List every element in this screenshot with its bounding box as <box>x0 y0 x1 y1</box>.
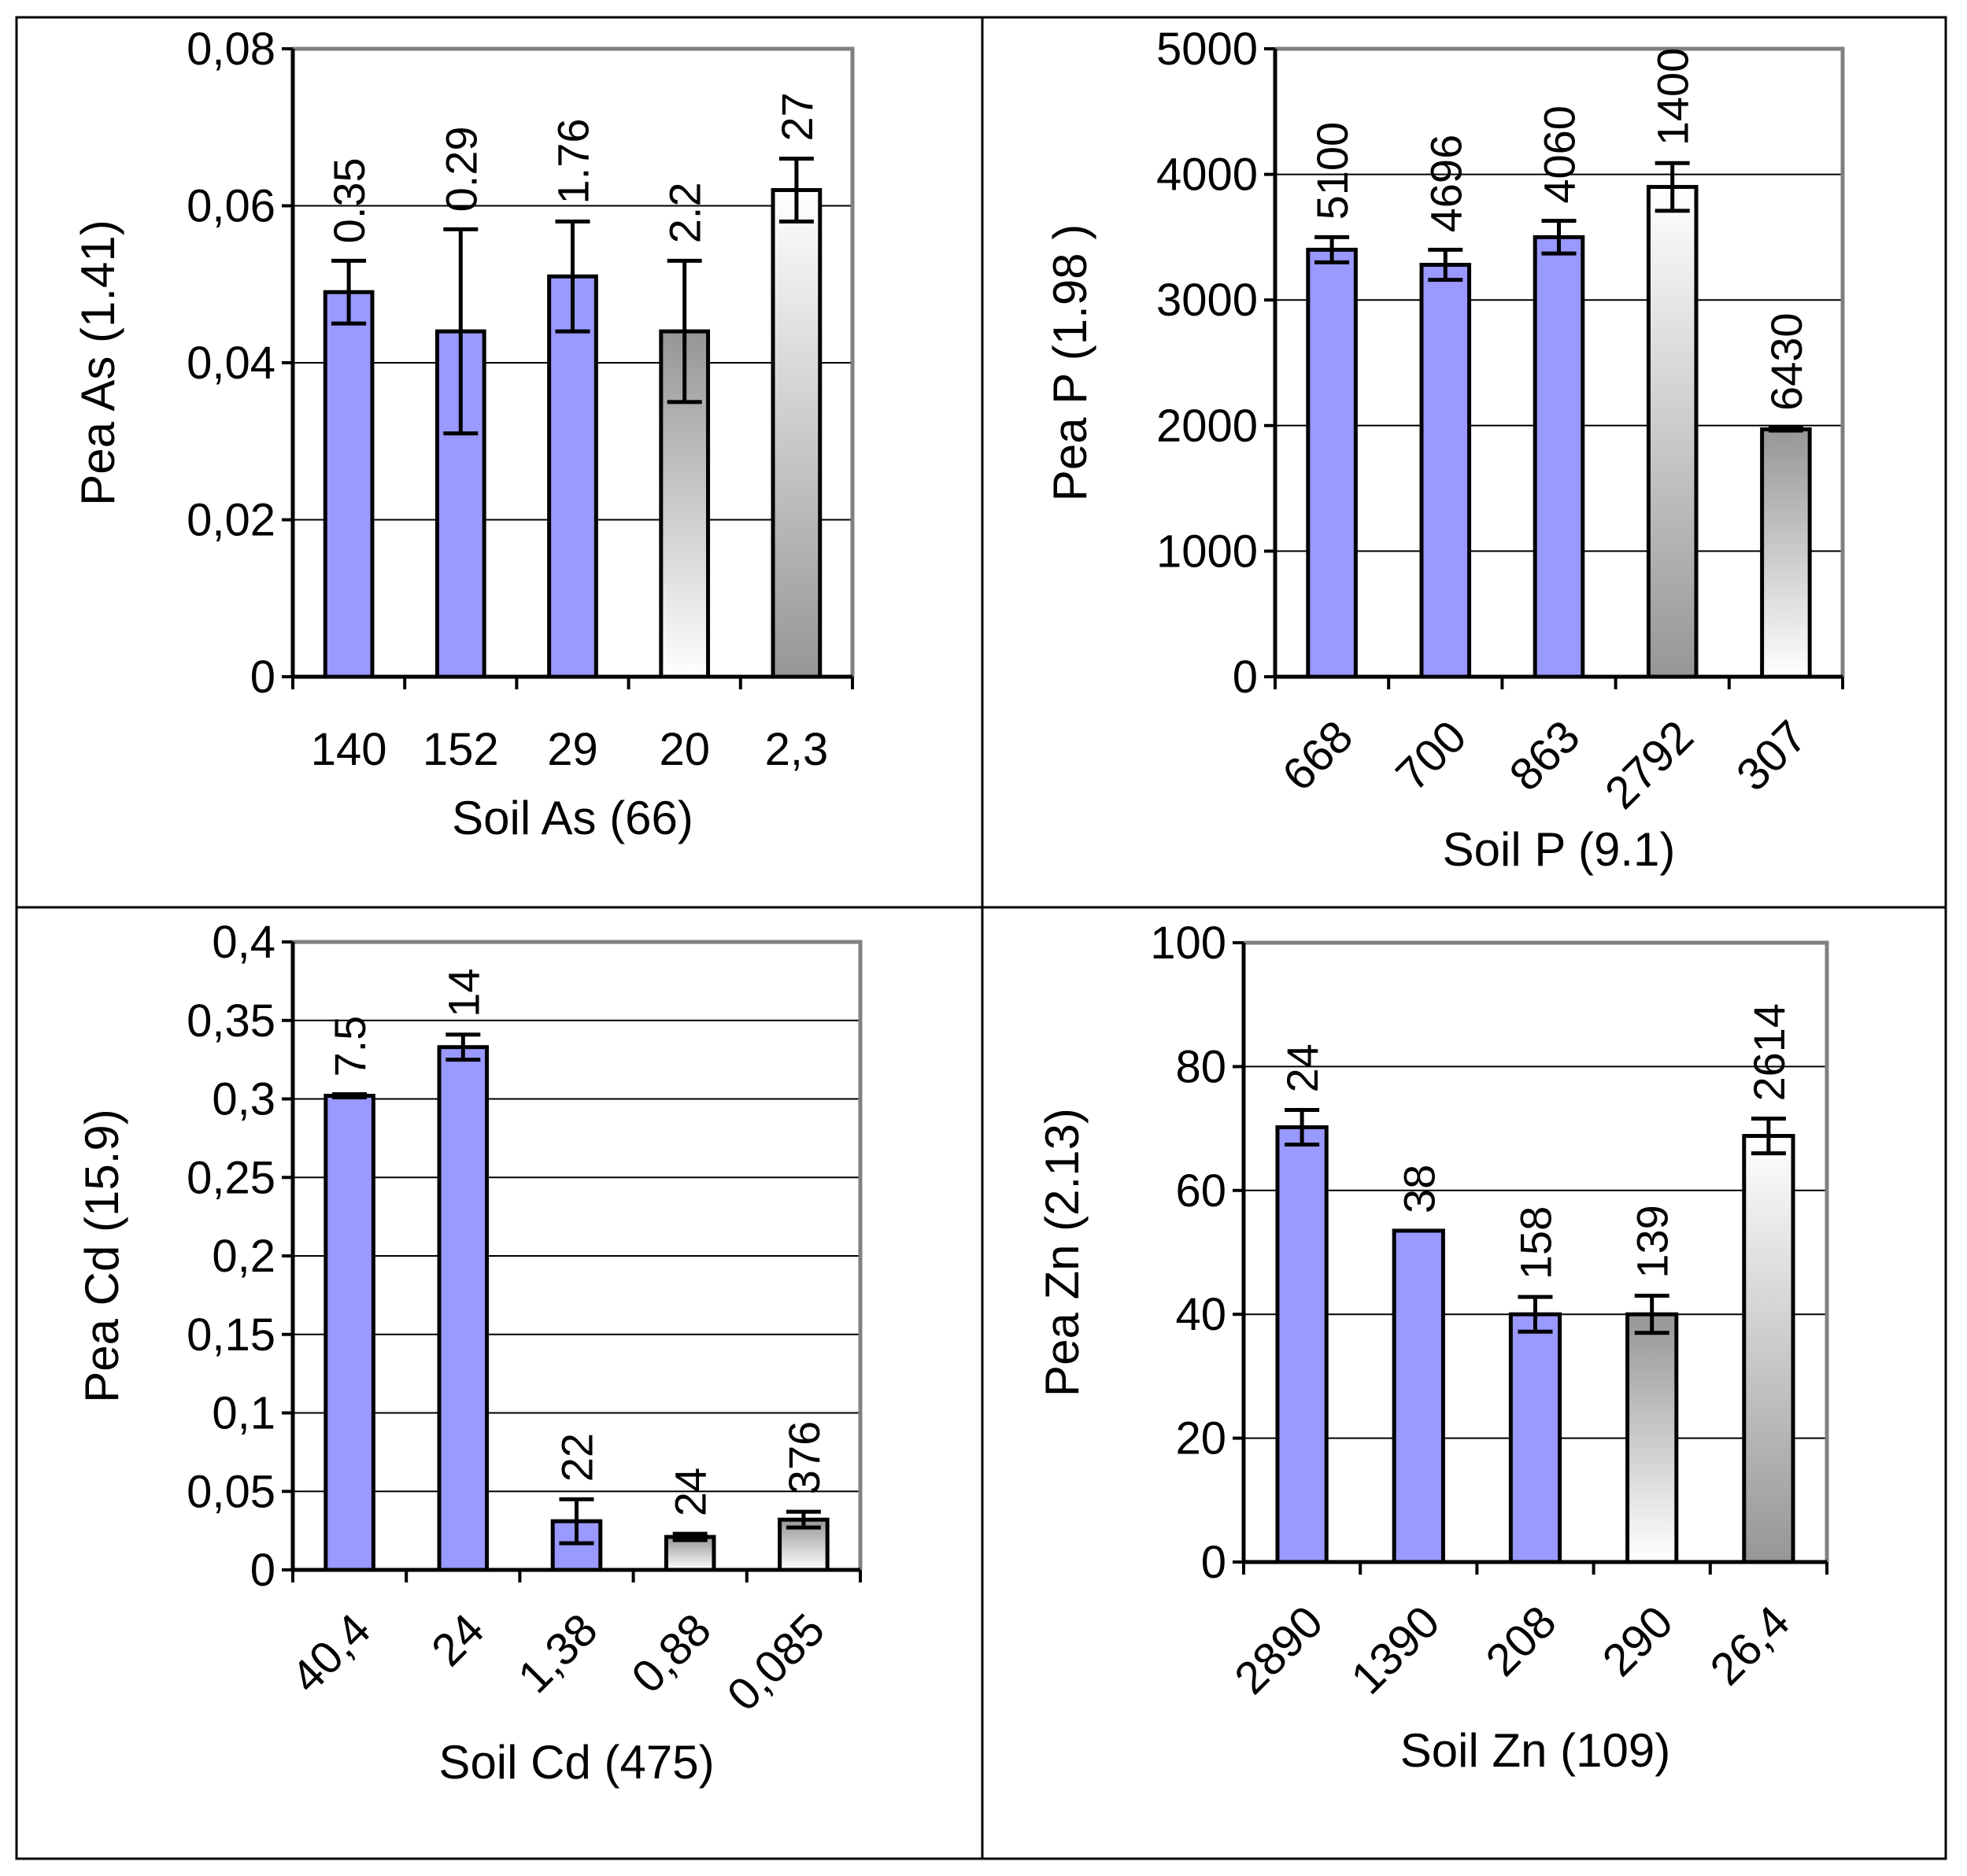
bar <box>323 290 375 679</box>
y-tick-label: 0,05 <box>187 1466 275 1517</box>
plot-border <box>1244 940 1829 1562</box>
chart-pea-p-soil-p: 0 1000 2000 3000 4000 5000 5100 668 4696 700 4060 8… <box>1044 24 1845 876</box>
x-tick-label: 2890 <box>1225 1596 1333 1704</box>
data-label: 6430 <box>1762 312 1811 411</box>
y-tick-label: 0,35 <box>187 995 275 1047</box>
bar <box>324 1094 375 1572</box>
bar <box>1742 1134 1795 1564</box>
plot-border <box>293 940 863 1570</box>
data-label: 24 <box>666 1468 715 1516</box>
y-axis-title: Pea As (1.41) <box>72 220 124 506</box>
bar <box>1533 234 1585 679</box>
x-tick-label: 20 <box>659 724 710 775</box>
data-label: 2614 <box>1744 1003 1794 1102</box>
data-label: 27 <box>772 92 822 141</box>
y-tick-label: 3000 <box>1156 275 1258 326</box>
data-label: 139 <box>1628 1205 1677 1278</box>
y-tick-label: 40 <box>1175 1289 1226 1340</box>
x-tick-label: 1,38 <box>508 1604 608 1703</box>
x-tick-label: 307 <box>1727 711 1817 800</box>
bar <box>437 1045 490 1572</box>
x-tick-label: 2,3 <box>765 724 829 775</box>
x-tick-label: 40,4 <box>282 1604 381 1703</box>
y-tick-label: 0,2 <box>212 1231 275 1282</box>
bar <box>547 274 598 679</box>
data-label: 24 <box>1277 1043 1327 1092</box>
y-tick-label: 100 <box>1150 918 1226 969</box>
y-tick-label: 4000 <box>1156 150 1258 201</box>
y-tick-label: 2000 <box>1156 401 1258 452</box>
bar <box>1419 263 1472 679</box>
y-tick-label: 1000 <box>1156 526 1258 577</box>
y-axis-title: Pea Zn (2.13) <box>1036 1108 1089 1397</box>
y-tick-label: 0,04 <box>187 338 275 389</box>
chart-pea-cd-soil-cd: 0 0,05 0,1 0,15 0,2 0,25 0,3 0,35 0,4 7.5 40,4 14 24… <box>76 917 863 1789</box>
x-tick-label: 140 <box>311 724 387 775</box>
data-label: 4696 <box>1421 135 1470 233</box>
x-tick-label: 2792 <box>1595 711 1703 818</box>
bar <box>1646 185 1699 679</box>
y-tick-label: 0 <box>1201 1537 1226 1588</box>
y-tick-label: 0,06 <box>187 181 275 232</box>
x-tick-label: 863 <box>1499 711 1589 800</box>
y-tick-label: 0 <box>250 1545 275 1596</box>
data-label: 1400 <box>1648 48 1698 146</box>
bar <box>1392 1228 1445 1564</box>
x-axis-title: Soil Cd (475) <box>438 1736 714 1789</box>
x-tick-label: 24 <box>422 1604 494 1676</box>
y-tick-label: 0,15 <box>187 1309 275 1361</box>
bar <box>659 329 711 679</box>
x-tick-label: 0,085 <box>717 1604 834 1721</box>
x-tick-label: 0,88 <box>622 1604 721 1703</box>
data-label: 158 <box>1511 1206 1561 1280</box>
x-tick-label: 29 <box>547 724 598 775</box>
data-label: 376 <box>779 1421 829 1494</box>
plot-border <box>1275 46 1845 677</box>
y-tick-label: 0,02 <box>187 495 275 546</box>
y-tick-label: 5000 <box>1156 24 1258 75</box>
x-tick-label: 152 <box>423 724 499 775</box>
bar <box>1625 1312 1679 1564</box>
data-label: 14 <box>438 968 488 1017</box>
data-label: 0.35 <box>324 157 374 243</box>
y-tick-label: 0 <box>250 652 275 703</box>
x-tick-label: 26,4 <box>1700 1596 1799 1695</box>
bar <box>1275 1125 1329 1564</box>
plot-border <box>293 46 855 677</box>
bar <box>1306 247 1358 679</box>
data-label: 7.5 <box>325 1016 375 1077</box>
x-axis-title: Soil As (66) <box>452 792 693 844</box>
chart-pea-zn-soil-zn: 0 20 40 60 80 100 24 2890 38 1390 158 208 139 290 2614… <box>1036 918 1829 1777</box>
y-tick-label: 0,25 <box>187 1152 275 1203</box>
y-axis-title: Pea P (1.98 ) <box>1044 224 1096 501</box>
y-tick-label: 0 <box>1233 652 1258 703</box>
data-label: 38 <box>1394 1165 1444 1213</box>
data-label: 1.76 <box>549 118 598 204</box>
x-axis-title: Soil Zn (109) <box>1400 1724 1670 1777</box>
y-axis-title: Pea Cd (15.9) <box>76 1109 128 1403</box>
bar <box>1508 1312 1562 1564</box>
x-tick-label: 1390 <box>1341 1596 1449 1704</box>
chart-pea-as-soil-as: 0 0,02 0,04 0,06 0,08 0.35 140 0.29 152 1.76 29 2.2… <box>72 24 855 844</box>
x-tick-label: 700 <box>1386 711 1476 800</box>
y-tick-label: 80 <box>1175 1041 1226 1092</box>
data-label: 0.29 <box>436 126 486 212</box>
bar <box>1760 427 1812 679</box>
x-tick-label: 208 <box>1476 1596 1566 1686</box>
y-tick-label: 0,1 <box>212 1388 275 1439</box>
y-tick-label: 0,4 <box>212 917 275 968</box>
data-label: 22 <box>553 1433 602 1482</box>
x-tick-label: 290 <box>1592 1596 1682 1686</box>
data-label: 4060 <box>1535 105 1584 204</box>
data-label: 2.2 <box>660 182 710 243</box>
data-label: 5100 <box>1307 122 1357 220</box>
bar <box>771 188 823 679</box>
x-axis-title: Soil P (9.1) <box>1443 823 1676 876</box>
y-tick-label: 60 <box>1175 1165 1226 1217</box>
y-tick-label: 20 <box>1175 1413 1226 1464</box>
y-tick-label: 0,08 <box>187 24 275 75</box>
x-tick-label: 668 <box>1273 711 1362 800</box>
y-tick-label: 0,3 <box>212 1074 275 1125</box>
